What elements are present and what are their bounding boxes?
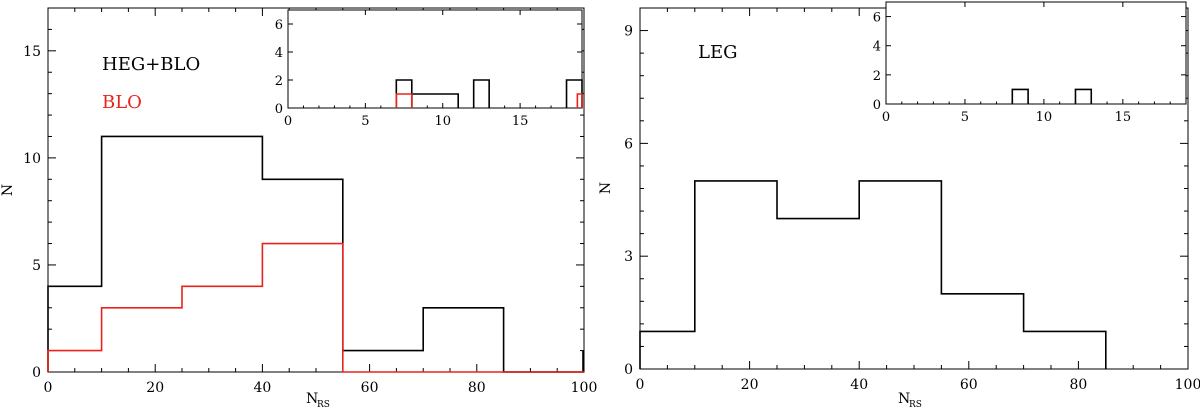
x-tick-label: 0: [44, 380, 53, 396]
inset-y-tick-label: 0: [873, 98, 881, 113]
x-tick-label: 40: [850, 377, 868, 393]
inset-y-tick-label: 6: [873, 11, 881, 26]
x-tick-label: 20: [146, 380, 164, 396]
inset-y-tick-label: 2: [275, 74, 283, 89]
inset-plot-frame: [885, 1, 1187, 105]
x-tick-label: 100: [571, 380, 598, 396]
y-tick-label: 0: [624, 362, 633, 378]
y-tick-label: 15: [23, 44, 41, 60]
inset-y-tick-label: 4: [873, 40, 881, 55]
y-tick-label: 9: [624, 24, 633, 40]
annotation-leg: LEG: [698, 42, 737, 63]
inset-x-tick-label: 5: [361, 114, 369, 129]
inset-step-blo: [395, 93, 413, 108]
y-tick-label: 5: [32, 258, 41, 274]
inset-chart: 0 5 10 15 0 2 4 6: [873, 1, 1187, 125]
y-tick-label: 10: [23, 151, 41, 167]
x-tick-label: 80: [468, 380, 486, 396]
annotation-blo: BLO: [102, 92, 142, 113]
inset-y-tick-label: 2: [873, 69, 881, 84]
histogram-series-heg-blo: [47, 135, 584, 373]
inset-step-heg-blo: [472, 79, 490, 108]
y-axis-label: N: [598, 182, 614, 194]
inset-x-tick-label: 15: [1115, 110, 1132, 125]
inset-step-leg: [1011, 88, 1029, 104]
x-tick-label: 0: [636, 377, 645, 393]
annotation-heg-blo: HEG+BLO: [102, 54, 200, 75]
x-axis-label-subscript: RS: [909, 400, 922, 410]
inset-chart: 0 5 10 15 0 2 4 6: [275, 9, 583, 129]
x-tick-label: 60: [361, 380, 379, 396]
histogram-series-leg: [639, 180, 1107, 369]
x-tick-label: 60: [960, 377, 978, 393]
y-tick-label: 6: [624, 136, 633, 152]
x-tick-label: 100: [1175, 377, 1200, 393]
inset-step-leg: [1074, 88, 1093, 104]
inset-x-tick-label: 0: [284, 114, 292, 129]
inset-step-blo: [576, 93, 583, 108]
inset-x-tick-label: 10: [434, 114, 451, 129]
inset-y-tick-label: 6: [275, 18, 283, 33]
x-axis-label: N: [898, 391, 910, 407]
inset-y-tick-label: 4: [275, 46, 283, 61]
x-axis-label-subscript: RS: [317, 400, 330, 410]
inset-x-tick-label: 5: [961, 110, 969, 125]
inset-x-tick-label: 10: [1036, 110, 1053, 125]
inset-x-tick-label: 0: [882, 110, 890, 125]
y-axis-label: N: [0, 184, 16, 196]
inset-x-tick-label: 15: [512, 114, 529, 129]
y-tick-label: 3: [624, 249, 633, 265]
inset-y-tick-label: 0: [275, 102, 283, 117]
inset-plot-frame: [287, 9, 583, 109]
x-tick-label: 40: [253, 380, 271, 396]
x-tick-label: 20: [741, 377, 759, 393]
x-tick-label: 80: [1069, 377, 1087, 393]
x-axis-label: N: [306, 391, 318, 407]
histogram-series-blo: [47, 242, 584, 373]
y-tick-label: 0: [32, 365, 41, 381]
